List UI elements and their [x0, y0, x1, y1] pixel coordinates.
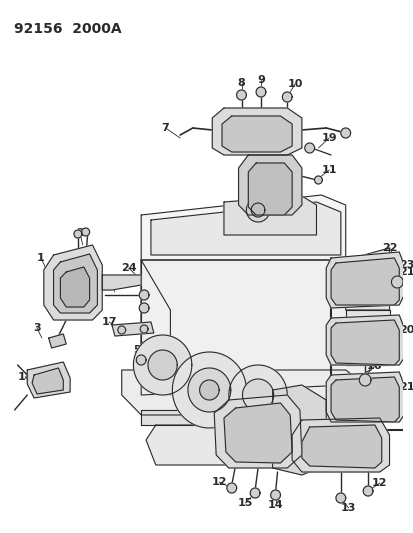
- Polygon shape: [49, 334, 66, 348]
- Polygon shape: [314, 176, 322, 184]
- Polygon shape: [345, 248, 389, 285]
- Text: 3: 3: [33, 323, 41, 333]
- Text: 1: 1: [37, 253, 45, 263]
- Polygon shape: [139, 303, 149, 313]
- Polygon shape: [133, 335, 191, 395]
- Text: 92156  2000A: 92156 2000A: [14, 22, 121, 36]
- Polygon shape: [325, 372, 403, 422]
- Polygon shape: [221, 116, 292, 152]
- Polygon shape: [335, 493, 345, 503]
- Polygon shape: [214, 395, 301, 468]
- Polygon shape: [345, 310, 389, 340]
- Polygon shape: [199, 380, 218, 400]
- Text: 12: 12: [211, 477, 226, 487]
- Polygon shape: [172, 352, 246, 428]
- Polygon shape: [140, 325, 148, 333]
- Polygon shape: [304, 143, 314, 153]
- Polygon shape: [292, 418, 389, 472]
- Polygon shape: [358, 374, 370, 386]
- Polygon shape: [146, 425, 350, 465]
- Text: 13: 13: [340, 503, 356, 513]
- Polygon shape: [325, 252, 403, 308]
- Text: 9: 9: [256, 75, 264, 85]
- Text: 20: 20: [399, 325, 413, 335]
- Text: 21: 21: [398, 267, 413, 277]
- Polygon shape: [136, 355, 146, 365]
- Polygon shape: [272, 385, 325, 475]
- Text: 23: 23: [399, 260, 413, 270]
- Text: 8: 8: [237, 78, 245, 88]
- Polygon shape: [74, 230, 82, 238]
- Polygon shape: [345, 340, 389, 365]
- Polygon shape: [226, 483, 236, 493]
- Polygon shape: [223, 403, 292, 463]
- Polygon shape: [330, 320, 398, 365]
- Polygon shape: [330, 258, 398, 305]
- Polygon shape: [246, 198, 269, 222]
- Text: 15: 15: [237, 498, 252, 508]
- Polygon shape: [151, 202, 340, 255]
- Polygon shape: [391, 276, 402, 288]
- Polygon shape: [102, 275, 141, 290]
- Polygon shape: [330, 377, 398, 422]
- Polygon shape: [223, 196, 316, 235]
- Text: 22: 22: [381, 243, 396, 253]
- Polygon shape: [362, 486, 372, 496]
- Polygon shape: [251, 203, 264, 217]
- Text: 7: 7: [161, 123, 169, 133]
- Polygon shape: [44, 245, 102, 320]
- Polygon shape: [250, 488, 259, 498]
- Text: 19: 19: [320, 133, 336, 143]
- Polygon shape: [141, 260, 170, 395]
- Polygon shape: [212, 108, 301, 155]
- Polygon shape: [32, 368, 63, 394]
- Polygon shape: [345, 280, 389, 310]
- Polygon shape: [141, 195, 345, 260]
- Text: 12: 12: [371, 478, 387, 488]
- Text: 24: 24: [121, 263, 136, 273]
- Text: 17: 17: [101, 317, 116, 327]
- Polygon shape: [242, 379, 273, 411]
- Polygon shape: [256, 87, 265, 97]
- Polygon shape: [112, 322, 154, 336]
- Polygon shape: [238, 155, 301, 215]
- Polygon shape: [141, 260, 369, 395]
- Polygon shape: [270, 490, 280, 500]
- Polygon shape: [282, 92, 292, 102]
- Polygon shape: [82, 228, 89, 236]
- Text: 18: 18: [17, 372, 33, 382]
- Polygon shape: [340, 128, 350, 138]
- Text: 11: 11: [320, 165, 336, 175]
- Polygon shape: [248, 163, 292, 215]
- Polygon shape: [148, 350, 177, 380]
- Polygon shape: [121, 370, 364, 415]
- Polygon shape: [60, 267, 89, 307]
- Polygon shape: [228, 365, 287, 425]
- Polygon shape: [53, 254, 97, 313]
- Polygon shape: [236, 90, 246, 100]
- Text: 21: 21: [398, 382, 413, 392]
- Text: 4: 4: [107, 277, 115, 287]
- Polygon shape: [139, 290, 149, 300]
- Text: 2: 2: [76, 228, 83, 238]
- Text: 10: 10: [287, 79, 302, 89]
- Text: 16: 16: [366, 361, 382, 371]
- Text: 6: 6: [273, 203, 281, 213]
- Polygon shape: [118, 326, 125, 334]
- Polygon shape: [141, 410, 364, 425]
- Polygon shape: [27, 362, 70, 398]
- Text: 14: 14: [267, 500, 283, 510]
- Polygon shape: [325, 315, 403, 365]
- Polygon shape: [188, 368, 230, 412]
- Polygon shape: [301, 425, 381, 468]
- Text: 5: 5: [133, 345, 141, 355]
